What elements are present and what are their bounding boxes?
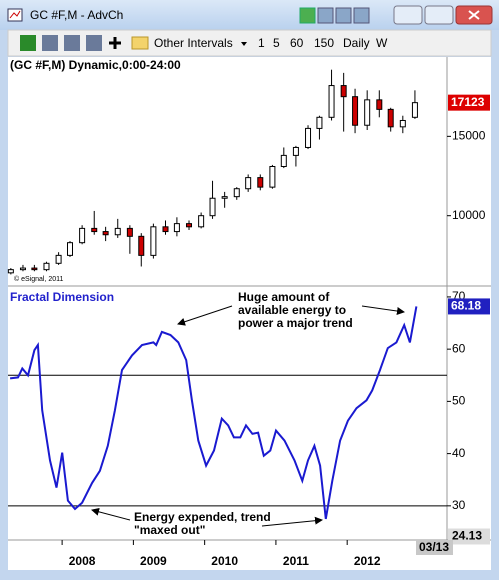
maximize-button[interactable] — [424, 5, 454, 25]
candle-body — [126, 227, 133, 237]
lower-value-label: 24.13 — [452, 529, 482, 543]
x-tick-label: 2012 — [354, 554, 381, 568]
y-tick-label: 30 — [452, 498, 466, 512]
candle-body — [79, 227, 86, 244]
x-tick-label: 2008 — [69, 554, 96, 568]
candle-body — [55, 254, 62, 264]
minimize-button[interactable] — [393, 5, 423, 25]
arrow — [177, 305, 233, 326]
d-button[interactable] — [353, 7, 370, 24]
last-value-label: 68.18 — [451, 299, 481, 313]
app-icon — [7, 8, 23, 22]
price-pane-title: (GC #F,M) Dynamic,0:00-24:00 — [10, 58, 181, 72]
indicator-line — [9, 306, 418, 520]
candle-body — [162, 226, 169, 233]
candle-body — [209, 197, 216, 217]
toolbar-item[interactable]: Daily — [343, 36, 370, 50]
last-price-label: 17123 — [451, 95, 485, 109]
toolbar-item[interactable]: W — [376, 36, 388, 50]
add-icon[interactable] — [109, 37, 121, 49]
candle-body — [233, 188, 240, 198]
ix-button[interactable] — [317, 7, 334, 24]
app-icon-glyph — [9, 10, 21, 19]
chart-panel — [8, 57, 491, 570]
last-value-box — [448, 298, 490, 315]
arrow — [361, 305, 405, 315]
annotation: available energy to — [238, 303, 346, 317]
toolbar — [7, 29, 492, 57]
annotation: "maxed out" — [134, 523, 205, 537]
candle-body — [305, 127, 312, 148]
x-tick-label: 2011 — [283, 554, 309, 568]
tool-icon[interactable] — [86, 35, 102, 51]
e-button[interactable] — [335, 7, 352, 24]
candle-body — [328, 85, 335, 118]
candle-body — [138, 235, 145, 256]
toolbar-item[interactable]: 150 — [314, 36, 334, 50]
candle-body — [257, 177, 264, 188]
toolbar-item[interactable]: 1 — [258, 36, 265, 50]
candle-body — [292, 146, 299, 156]
y-tick-label: 40 — [452, 446, 466, 460]
close-glyph — [468, 10, 480, 20]
candle-body — [269, 166, 276, 188]
candle-body — [43, 262, 50, 271]
window-title: GC #F,M - AdvCh — [30, 8, 123, 22]
candle-body — [102, 231, 109, 236]
candle-body — [411, 102, 418, 118]
candle-body — [221, 196, 228, 199]
arrow — [91, 507, 131, 521]
toolbar-item[interactable]: Other Intervals — [154, 36, 233, 50]
annotation: Energy expended, trend — [134, 510, 271, 524]
candle-body — [387, 108, 394, 128]
candle-body — [245, 177, 252, 190]
candle-body — [280, 154, 287, 168]
candle-body — [7, 269, 14, 274]
last-price-box — [448, 94, 490, 111]
end-date-label: 03/13 — [419, 540, 449, 554]
candle-body — [114, 227, 121, 236]
candle-body — [91, 227, 98, 233]
y-tick-label: 60 — [452, 341, 466, 355]
candle-body — [150, 226, 157, 256]
annotation: Huge amount of — [238, 290, 330, 304]
candle-body — [316, 116, 323, 129]
candle-body — [19, 267, 26, 271]
x-tick-label: 2009 — [140, 554, 167, 568]
y-tick-label: 15000 — [452, 129, 486, 143]
candle-body — [376, 99, 383, 110]
tool-icon[interactable] — [42, 35, 58, 51]
y-tick-label: 50 — [452, 394, 466, 408]
y-tick-label: 10000 — [452, 208, 486, 222]
arrow — [261, 516, 323, 527]
indicator-title: Fractal Dimension — [10, 290, 114, 304]
tool-icon[interactable] — [20, 35, 36, 51]
tool-icon[interactable] — [64, 35, 80, 51]
s-button[interactable] — [299, 7, 316, 24]
dropdown-arrow — [241, 42, 247, 46]
candle-body — [31, 267, 38, 271]
candle-body — [173, 223, 180, 233]
lower-value-box — [448, 528, 490, 545]
candle-body — [67, 242, 74, 256]
candle-body — [186, 223, 193, 228]
toolbar-item[interactable]: 5 — [273, 36, 280, 50]
watermark: © eSignal, 2011 — [14, 275, 64, 283]
x-tick-label: 2010 — [211, 554, 238, 568]
candle-body — [198, 215, 205, 228]
candle-body — [352, 96, 359, 126]
folder-icon[interactable] — [131, 36, 149, 50]
candle-body — [399, 119, 406, 128]
candle-body — [364, 99, 371, 126]
title-buttons[interactable] — [299, 5, 493, 25]
candle-body — [340, 85, 347, 98]
toolbar-item[interactable]: 60 — [290, 36, 304, 50]
annotation: power a major trend — [238, 316, 353, 330]
end-date-box — [416, 540, 453, 555]
